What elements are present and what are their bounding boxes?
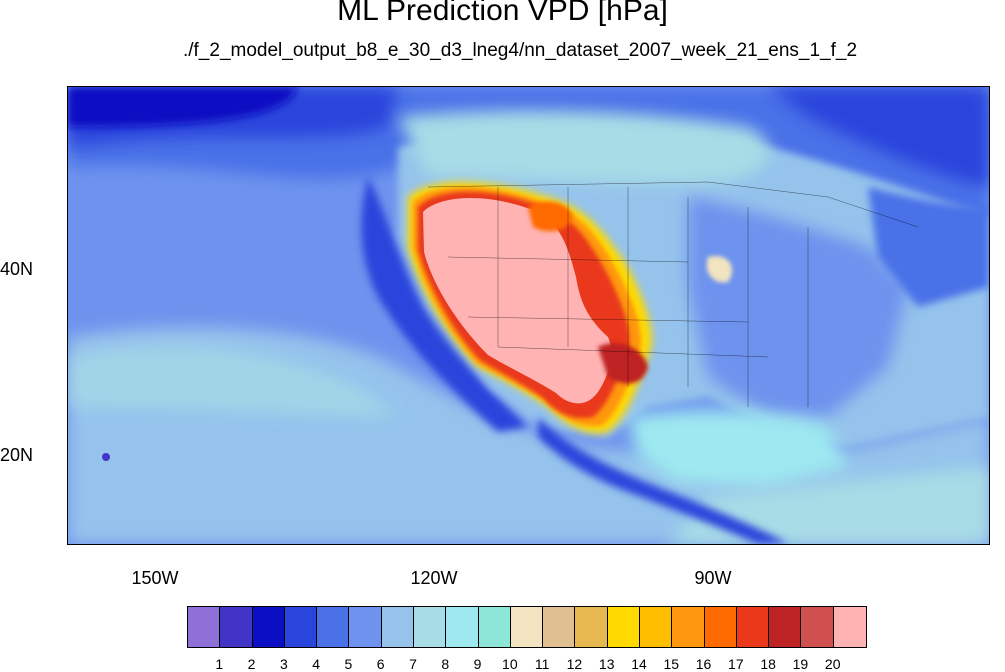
lon-label-90w: 90W xyxy=(694,568,732,588)
colorbar-swatch xyxy=(252,607,285,647)
colorbar-tick-label: 14 xyxy=(631,656,647,672)
lat-label-20n: 20N xyxy=(0,445,34,465)
vpd-map xyxy=(67,86,990,545)
canada-east-field xyxy=(768,87,989,187)
colorbar-swatch xyxy=(220,607,253,647)
colorbar-swatch xyxy=(769,607,802,647)
colorbar-tick-label: 13 xyxy=(598,656,615,672)
lon-label-150w: 150W xyxy=(131,568,179,588)
colorbar-swatch xyxy=(607,607,640,647)
alaska-dark-field xyxy=(68,87,298,127)
canada-light-field xyxy=(398,110,770,184)
colorbar-tick-label: 4 xyxy=(312,656,321,672)
chart-title: ML Prediction VPD [hPa] xyxy=(337,0,668,27)
eastern-us-field xyxy=(688,197,908,417)
colorbar-tick-label: 6 xyxy=(376,656,385,672)
colorbar-tick-label: 18 xyxy=(760,656,776,672)
northeast-field xyxy=(868,187,989,307)
colorbar-tick-label: 11 xyxy=(534,656,550,672)
colorbar-tick-label: 3 xyxy=(279,656,288,672)
colorbar-swatch xyxy=(672,607,705,647)
colorbar-swatch xyxy=(413,607,447,647)
colorbar-swatch xyxy=(639,607,673,647)
dry-patch-1 xyxy=(528,201,573,232)
colorbar-tick-label: 10 xyxy=(502,656,518,672)
colorbar-swatch xyxy=(284,607,318,647)
hawaii-marker xyxy=(102,453,110,461)
colorbar-tick-label: 16 xyxy=(695,656,712,672)
lat-label-40n: 40N xyxy=(0,259,34,279)
colorbar-tick-label: 15 xyxy=(663,656,680,672)
colorbar-tick-label: 19 xyxy=(792,656,809,672)
colorbar-swatch xyxy=(446,607,479,647)
colorbar-swatch xyxy=(317,607,350,647)
colorbar-tick-label: 9 xyxy=(473,656,482,672)
colorbar-tick-label: 1 xyxy=(215,656,224,672)
colorbar-tick-label: 2 xyxy=(247,656,256,672)
colorbar-swatch xyxy=(381,607,414,647)
west-coast-dark-band xyxy=(361,177,528,432)
pacific-coast-mexico-band xyxy=(538,417,788,544)
colorbar-swatch xyxy=(833,607,866,647)
dry-core-pink xyxy=(423,198,612,404)
colorbar-swatch xyxy=(575,607,608,647)
dry-patch-2 xyxy=(598,343,648,384)
chart-subtitle: ./f_2_model_output_b8_e_30_d3_lneg4/nn_d… xyxy=(182,40,858,61)
colorbar-swatch xyxy=(510,607,544,647)
lon-label-120w: 120W xyxy=(410,568,458,588)
colorbar-swatch xyxy=(188,607,221,647)
colorbar xyxy=(187,606,867,648)
colorbar-tick-label: 8 xyxy=(441,656,450,672)
gulf-field xyxy=(628,410,848,487)
colorbar-tick-label: 7 xyxy=(409,656,417,672)
colorbar-swatch xyxy=(801,607,834,647)
dry-patch-3 xyxy=(706,256,732,283)
border-lines xyxy=(427,181,919,407)
colorbar-tick-label: 5 xyxy=(344,656,353,672)
colorbar-swatch xyxy=(478,607,511,647)
colorbar-swatch xyxy=(736,607,770,647)
colorbar-swatch xyxy=(543,607,576,647)
vpd-map-svg xyxy=(68,87,989,544)
colorbar-tick-label: 12 xyxy=(566,656,583,672)
colorbar-swatch xyxy=(349,607,382,647)
subtropical-band xyxy=(68,347,398,417)
colorbar-swatch xyxy=(704,607,737,647)
colorbar-tick-label: 17 xyxy=(728,656,744,672)
colorbar-tick-label: 20 xyxy=(824,656,841,672)
